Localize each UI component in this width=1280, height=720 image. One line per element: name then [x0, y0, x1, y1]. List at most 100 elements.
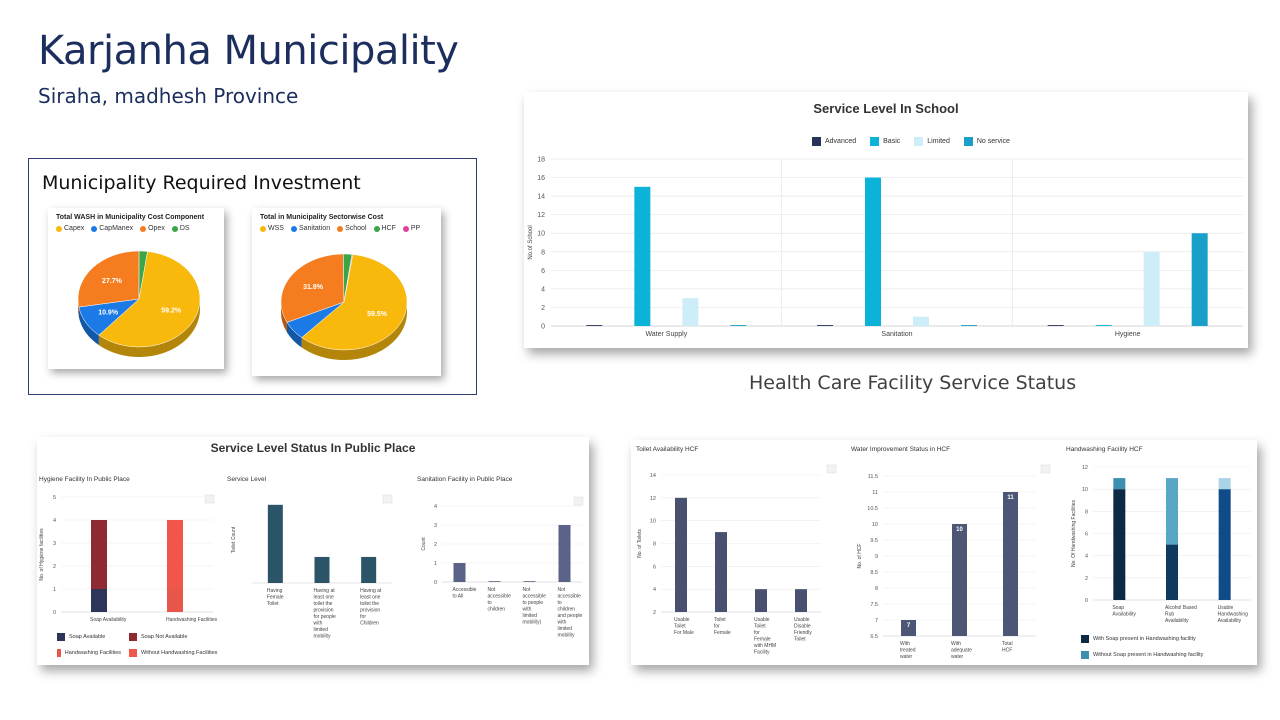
y-tick-label: 8	[653, 542, 656, 548]
bar-segment	[1166, 544, 1178, 600]
x-tick-line: Availability	[1218, 618, 1242, 624]
x-tick-label: Total HCF	[1002, 641, 1013, 654]
legend-entry: Without Soap present in Handwashing faci…	[1081, 651, 1203, 659]
x-tick-line: limited	[558, 626, 573, 632]
legend-swatch	[870, 137, 880, 146]
x-tick-line: Accessible	[453, 587, 477, 593]
x-tick-line: least one	[360, 595, 381, 601]
bar-segment	[1113, 489, 1126, 600]
legend-label: Handwashing Facilities	[64, 650, 121, 656]
chart-title: Service Level In School	[813, 101, 959, 116]
legend-label: Limited	[927, 138, 950, 145]
legend-label: Soap Not Available	[141, 634, 188, 640]
hcf-card: Toilet Availability HCF Water Improvemen…	[631, 440, 1257, 665]
x-tick-label: Water Supply	[645, 331, 687, 338]
y-tick-label: 2	[434, 542, 437, 548]
pie-slice-side	[301, 302, 407, 360]
x-tick-line: Female	[754, 637, 771, 643]
x-tick-line: Usable	[674, 617, 690, 623]
y-axis-label: No. of Hygiene facilities	[39, 528, 45, 581]
legend-label: Capex	[64, 225, 85, 232]
bar	[913, 316, 929, 326]
school-service-card: Service Level In School Advanced Basic Lim…	[524, 92, 1248, 348]
y-tick-label: 7	[875, 618, 878, 624]
bar	[682, 298, 699, 326]
bar-segment	[91, 520, 107, 589]
pie-legend: Capex CapManex Opex DS	[56, 225, 190, 232]
x-tick-line: limited	[523, 613, 538, 619]
legend-entry: Soap Not Available	[129, 633, 219, 641]
x-tick-line: toilet the	[360, 601, 379, 607]
x-tick-line: Total	[1002, 641, 1013, 647]
y-tick-label: 8.5	[870, 570, 878, 576]
x-tick-line: to	[488, 600, 492, 606]
x-tick-line: Availability	[1112, 612, 1136, 618]
x-tick-line: water	[900, 654, 913, 660]
pie-card-cost-component: Total WASH in Municipality Cost Componen…	[48, 208, 224, 369]
pie-data-label: 59.2%	[161, 308, 182, 315]
chart-title: Service Level Status In Public Place	[210, 441, 416, 455]
legend-label: HCF	[381, 225, 396, 232]
x-tick-line: HCF	[1002, 648, 1012, 654]
hcf-heading: Health Care Facility Service Status	[749, 372, 1077, 394]
legend-label: School	[345, 225, 367, 232]
legend-entry: CapManex	[91, 225, 133, 232]
bar	[314, 556, 330, 583]
pie-slice-side	[78, 307, 99, 346]
x-tick-line: mobility	[558, 633, 575, 639]
pie-chart-cost-component: 59.2% 10.9% 27.7%	[77, 250, 201, 357]
bar	[453, 563, 466, 582]
pie-slice	[98, 251, 201, 348]
bar	[755, 589, 767, 612]
pie-slice-side	[98, 299, 200, 357]
x-tick-line: with	[558, 620, 567, 626]
chart-menu-button	[382, 494, 393, 504]
x-tick-line: with	[314, 621, 323, 627]
x-tick-line: Usable	[754, 617, 770, 623]
bar	[1191, 233, 1208, 326]
pie-slice	[138, 250, 148, 300]
legend-entry: WSS	[260, 225, 284, 232]
x-tick-line: provision	[360, 608, 380, 614]
x-tick-line: Not	[488, 587, 496, 593]
x-tick-line: children	[558, 607, 576, 613]
pie-slice	[301, 254, 408, 351]
x-tick-line: adequate	[951, 648, 972, 654]
x-tick-line: for people	[314, 614, 336, 620]
x-tick-line: Having at	[314, 588, 336, 594]
x-tick-line: With	[951, 641, 961, 647]
x-tick-label: Usable Toilet For Male	[674, 617, 694, 636]
x-tick-label: Not accessible to children	[488, 587, 512, 613]
x-tick-label: Having at least one toilet the provision for…	[314, 588, 336, 640]
legend-entry: Soap Available	[57, 633, 121, 641]
bar-segment	[167, 520, 183, 589]
bar	[558, 525, 571, 582]
chart-subtitle: Toilet Availability HCF	[636, 446, 699, 453]
bar-segment	[1218, 489, 1231, 600]
legend-label: With Soap present in Handwashing facilit…	[1093, 636, 1196, 642]
y-axis-label: Count	[421, 537, 427, 551]
x-tick-line: accessible	[523, 594, 547, 600]
y-tick-label: 2	[653, 610, 656, 616]
legend-swatch	[129, 649, 137, 657]
y-tick-label: 0	[541, 324, 545, 331]
y-tick-label: 6	[541, 268, 545, 275]
y-tick-label: 1	[434, 561, 437, 567]
x-tick-line: to people	[523, 600, 544, 606]
y-tick-label: 16	[537, 175, 545, 182]
y-tick-label: 8	[875, 586, 878, 592]
x-tick-line: Soap	[1112, 605, 1124, 611]
pie-slice	[343, 254, 354, 303]
y-tick-label: 11.5	[868, 474, 878, 480]
x-tick-line: Toilet	[754, 624, 766, 630]
bar	[795, 589, 807, 612]
x-tick-line: mobility)	[523, 620, 542, 626]
legend-swatch	[337, 225, 344, 232]
x-tick-line: toilet the	[314, 601, 333, 607]
pie-data-label: 27.7%	[102, 278, 123, 285]
pie-card-sectorwise: Total in Municipality Sectorwise Cost WS…	[252, 208, 441, 376]
x-tick-label: Hygiene	[1115, 331, 1141, 338]
y-tick-label: 4	[653, 587, 656, 593]
chart-legend: Soap Available Soap Not Available Handwash…	[57, 633, 219, 657]
